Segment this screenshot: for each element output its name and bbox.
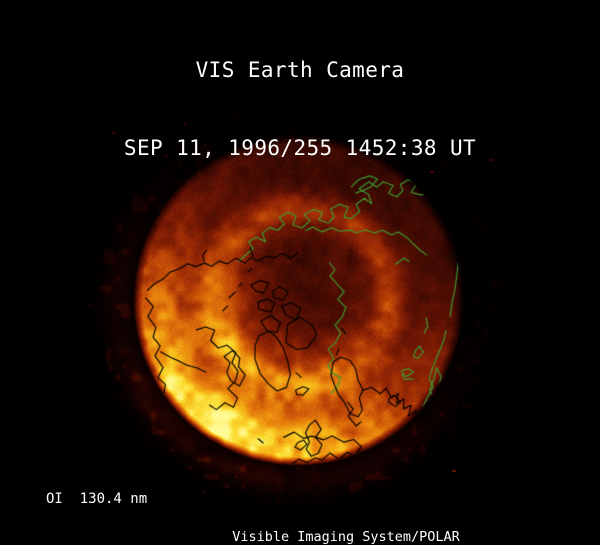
wavelength-label: OI 130.4 nm xyxy=(46,491,148,507)
image-title: VIS Earth Camera xyxy=(195,58,405,82)
instrument-credit: Visible Imaging System/POLAR xyxy=(232,529,460,545)
title-block: VIS Earth Camera SEP 11, 1996/255 1452:3… xyxy=(0,5,600,213)
image-timestamp: SEP 11, 1996/255 1452:38 UT xyxy=(123,136,477,160)
credit-block: Visible Imaging System/POLAR The Univers… xyxy=(195,492,497,545)
